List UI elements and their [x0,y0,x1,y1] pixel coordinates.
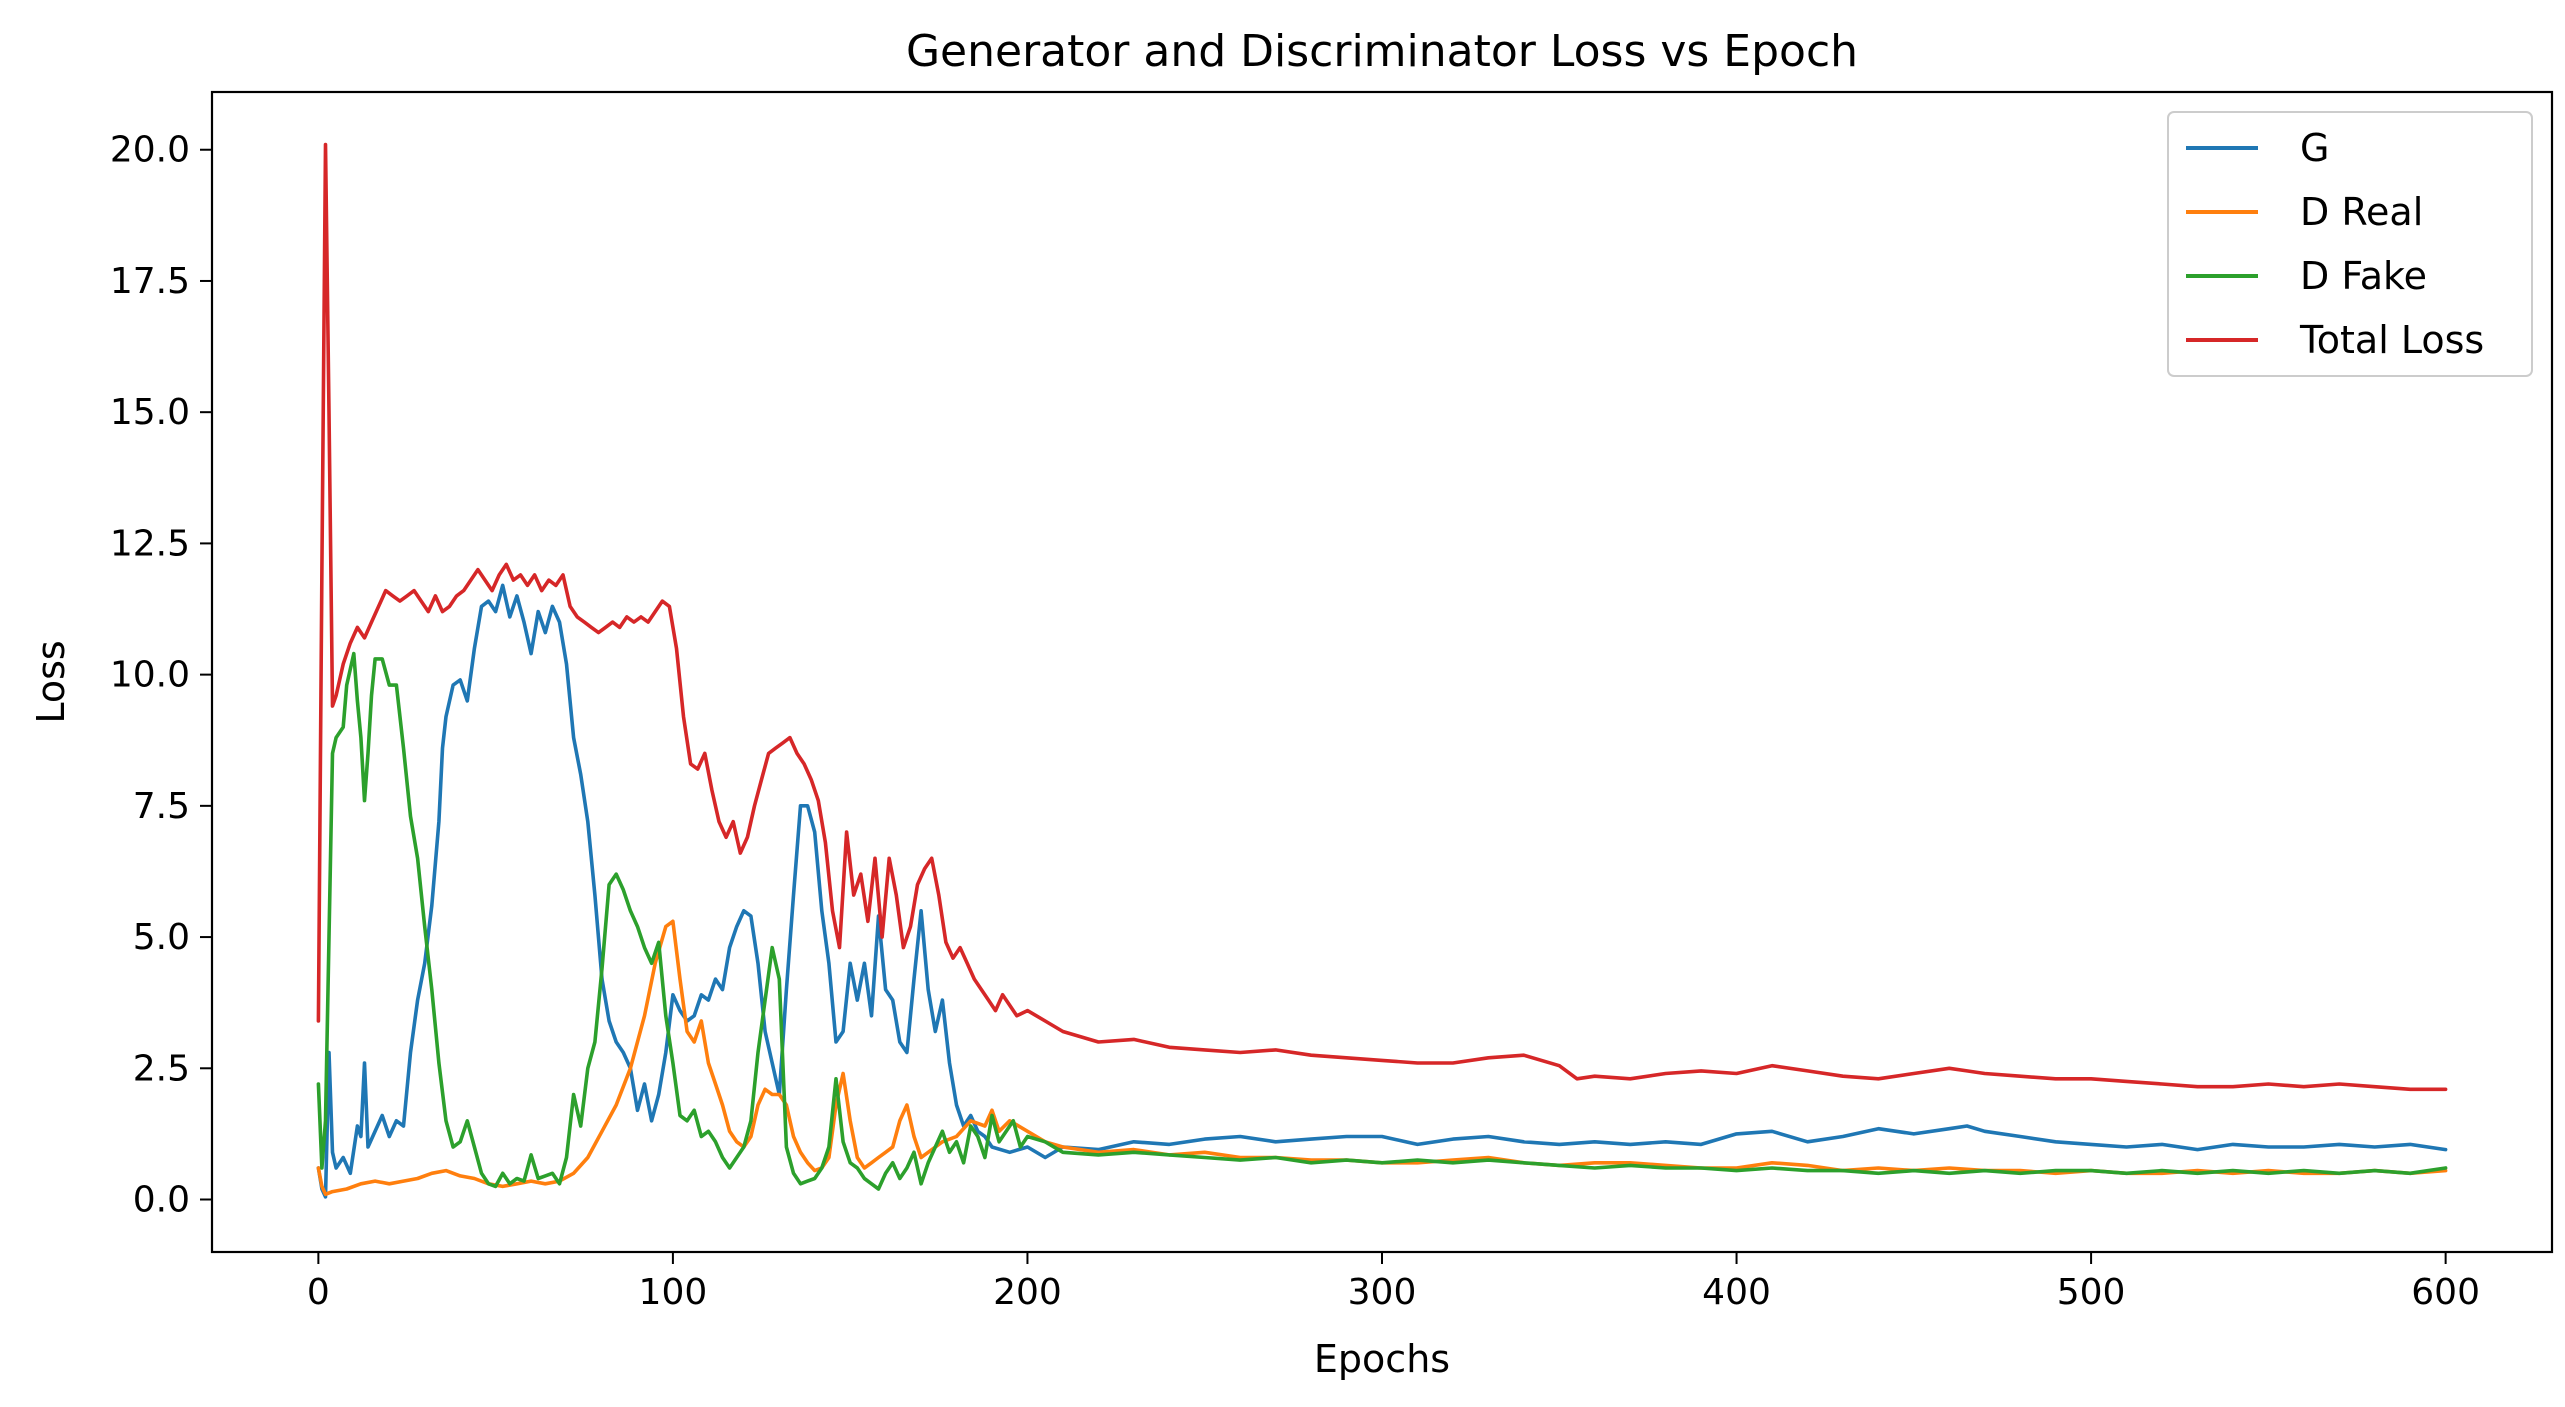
x-tick-label: 400 [1702,1272,1771,1313]
x-tick-label: 0 [307,1272,330,1313]
y-tick-label: 17.5 [110,261,190,302]
series-line-3 [316,142,2448,1092]
x-tick-label: 200 [993,1272,1062,1313]
legend-label-3: Total Loss [2299,318,2484,362]
y-tick-label: 15.0 [110,392,190,433]
x-tick-label: 300 [1348,1272,1417,1313]
series-layer [316,142,2448,1199]
y-tick-label: 12.5 [110,523,190,564]
y-axis-label: Loss [29,640,73,723]
legend-label-1: D Real [2300,190,2423,234]
legend-label-0: G [2300,126,2329,170]
y-tick-label: 5.0 [133,917,190,958]
chart-title: Generator and Discriminator Loss vs Epoc… [906,26,1858,77]
legend-box [2167,111,2533,377]
y-tick-label: 10.0 [110,655,190,696]
legend: G D Real D Fake Total Loss [2167,111,2533,377]
series-line-2 [316,651,2448,1191]
y-tick-label: 2.5 [133,1048,190,1089]
y-tick-label: 20.0 [110,130,190,171]
y-tick-label: 7.5 [133,786,190,827]
series-line-0 [316,583,2448,1199]
legend-label-2: D Fake [2300,254,2427,298]
x-tick-label: 500 [2057,1272,2126,1313]
x-tick-label: 600 [2411,1272,2480,1313]
y-axis: 0.0 2.5 5.0 7.5 10.0 12.5 15.0 17.5 20.0 [110,130,212,1221]
y-tick-label: 0.0 [133,1180,190,1221]
x-axis: 0 100 200 300 400 500 600 [307,1252,2480,1313]
x-tick-label: 100 [639,1272,708,1313]
x-axis-label: Epochs [1314,1337,1450,1381]
plot-area [210,90,2554,1254]
